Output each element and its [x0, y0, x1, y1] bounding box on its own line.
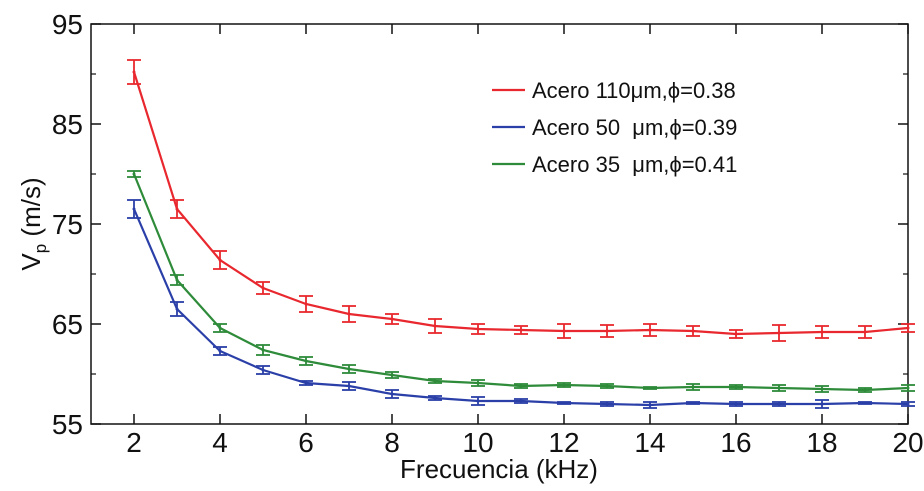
data-point — [390, 392, 394, 396]
x-tick-label: 2 — [126, 427, 142, 458]
y-axis-label: Vp (m/s) — [16, 177, 50, 270]
x-tick-label: 8 — [384, 427, 400, 458]
data-point — [261, 368, 265, 372]
data-point — [734, 402, 738, 406]
y-axis-label-main: V — [16, 253, 46, 271]
y-tick-label: 55 — [52, 409, 83, 440]
data-point — [906, 386, 910, 390]
data-point — [863, 401, 867, 405]
data-point — [691, 329, 695, 333]
data-point — [820, 387, 824, 391]
y-tick-label: 95 — [52, 9, 83, 40]
ticks: 2 4 6 8 10 12 14 16 18 20 55 65 75 85 95 — [52, 9, 924, 458]
data-point — [691, 385, 695, 389]
data-point — [304, 302, 308, 306]
y-tick-label: 65 — [52, 309, 83, 340]
data-point — [519, 399, 523, 403]
data-point — [648, 328, 652, 332]
x-tick-label: 14 — [634, 427, 665, 458]
legend: Acero 110μm,ϕ=0.38 Acero 50 μm,ϕ=0.39 Acer… — [492, 78, 737, 177]
data-point — [906, 402, 910, 406]
data-point — [476, 381, 480, 385]
series-line — [132, 208, 909, 407]
legend-label: Acero 35 μm,ϕ=0.41 — [532, 152, 737, 177]
x-tick-label: 12 — [548, 427, 579, 458]
y-tick-label: 75 — [52, 209, 83, 240]
y-axis-label-unit: (m/s) — [16, 177, 46, 236]
svg-text:Vp (m/s): Vp (m/s) — [16, 177, 50, 270]
data-point — [390, 317, 394, 321]
data-point — [906, 326, 910, 330]
data-point — [562, 401, 566, 405]
data-point — [304, 359, 308, 363]
data-point — [218, 326, 222, 330]
legend-label: Acero 50 μm,ϕ=0.39 — [532, 115, 737, 140]
data-point — [648, 403, 652, 407]
data-point — [132, 207, 136, 211]
x-tick-label: 4 — [212, 427, 228, 458]
data-point — [605, 402, 609, 406]
y-axis-label-spacer — [16, 237, 46, 244]
data-point — [132, 70, 136, 74]
series-2 — [127, 199, 915, 409]
legend-entry: Acero 50 μm,ϕ=0.39 — [492, 115, 737, 140]
data-point — [562, 383, 566, 387]
data-point — [605, 384, 609, 388]
x-axis-label: Frecuencia (kHz) — [400, 454, 598, 484]
data-point — [691, 401, 695, 405]
data-point — [863, 388, 867, 392]
data-point — [132, 172, 136, 176]
data-point — [777, 386, 781, 390]
data-point — [261, 286, 265, 290]
data-point — [734, 385, 738, 389]
data-point — [261, 348, 265, 352]
data-point — [175, 278, 179, 282]
data-point — [648, 386, 652, 390]
data-point — [820, 330, 824, 334]
series-layer — [127, 59, 915, 409]
y-tick-label: 85 — [52, 109, 83, 140]
x-tick-label: 16 — [720, 427, 751, 458]
data-point — [175, 207, 179, 211]
data-point — [562, 329, 566, 333]
data-point — [347, 384, 351, 388]
data-point — [347, 367, 351, 371]
data-point — [820, 402, 824, 406]
data-point — [519, 384, 523, 388]
x-tick-label: 6 — [298, 427, 314, 458]
data-point — [777, 402, 781, 406]
legend-label: Acero 110μm,ϕ=0.38 — [532, 78, 736, 103]
x-tick-label: 18 — [806, 427, 837, 458]
series-1 — [127, 59, 915, 342]
data-point — [175, 307, 179, 311]
series-line — [132, 71, 909, 336]
y-axis-label-sub: p — [31, 244, 50, 253]
series-line — [132, 173, 909, 392]
data-point — [777, 331, 781, 335]
data-point — [390, 373, 394, 377]
data-point — [304, 381, 308, 385]
data-point — [433, 379, 437, 383]
x-tick-label: 10 — [462, 427, 493, 458]
data-point — [476, 399, 480, 403]
data-point — [519, 328, 523, 332]
legend-entry: Acero 35 μm,ϕ=0.41 — [492, 152, 737, 177]
x-tick-label: 20 — [892, 427, 923, 458]
data-point — [734, 332, 738, 336]
data-point — [863, 330, 867, 334]
series-3 — [127, 170, 915, 393]
data-point — [347, 312, 351, 316]
data-point — [433, 324, 437, 328]
data-point — [218, 258, 222, 262]
data-point — [218, 349, 222, 353]
plot-frame — [90, 23, 909, 425]
data-point — [476, 327, 480, 331]
legend-entry: Acero 110μm,ϕ=0.38 — [492, 78, 736, 103]
data-point — [433, 396, 437, 400]
data-point — [605, 329, 609, 333]
